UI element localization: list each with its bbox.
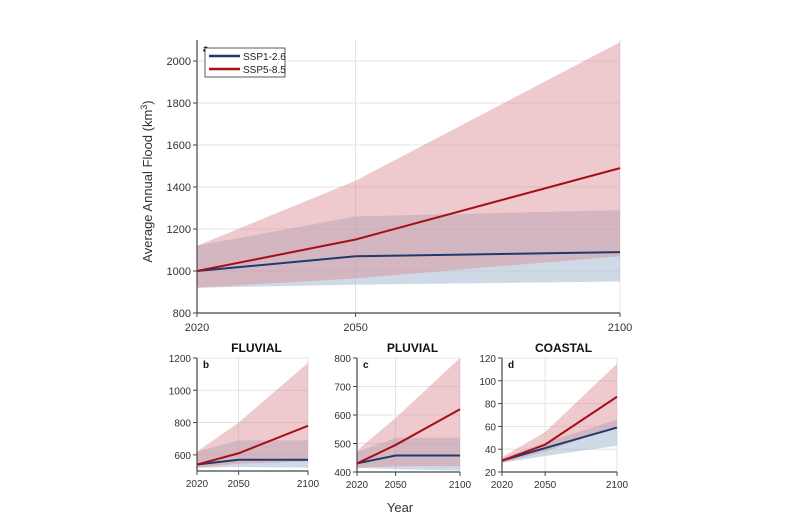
y-tick-label: 700 bbox=[334, 383, 351, 394]
y-tick-label: 60 bbox=[485, 422, 497, 433]
panel-letter: c bbox=[363, 360, 369, 371]
y-tick-label: 1600 bbox=[167, 140, 191, 152]
y-axis-label-superscript: 3 bbox=[139, 105, 149, 110]
legend-label: SSP1-2.6 bbox=[243, 52, 286, 63]
legend-box bbox=[204, 47, 286, 78]
band-ssp5-8-5 bbox=[197, 362, 308, 468]
x-tick-label: 2020 bbox=[185, 322, 209, 334]
y-tick-label: 120 bbox=[479, 354, 496, 365]
legend: SSP1-2.6 SSP5-8.5 bbox=[204, 47, 286, 78]
y-tick-label: 1000 bbox=[167, 266, 191, 278]
band-ssp5-8-5 bbox=[197, 42, 620, 288]
x-tick-label: 2050 bbox=[534, 480, 557, 491]
y-tick-label: 20 bbox=[485, 468, 497, 479]
y-tick-label: 500 bbox=[334, 440, 351, 451]
x-tick-label: 2100 bbox=[606, 480, 629, 491]
y-tick-label: 80 bbox=[485, 400, 497, 411]
panel-title: COASTAL bbox=[535, 341, 592, 355]
band-ssp5-8-5 bbox=[357, 358, 460, 468]
y-tick-label: 600 bbox=[174, 451, 191, 462]
y-tick-label: 40 bbox=[485, 445, 497, 456]
band-ssp1-2-6 bbox=[197, 210, 620, 288]
y-tick-label: 800 bbox=[174, 419, 191, 430]
panel-letter: b bbox=[203, 360, 209, 371]
y-tick-label: 1800 bbox=[167, 98, 191, 110]
panel-title: PLUVIAL bbox=[387, 341, 438, 355]
x-tick-label: 2100 bbox=[449, 480, 472, 491]
band-ssp1-2-6 bbox=[357, 437, 460, 471]
x-tick-label: 2100 bbox=[297, 479, 320, 490]
x-tick-label: 2020 bbox=[186, 479, 209, 490]
y-tick-label: 100 bbox=[479, 377, 496, 388]
panel-title: FLUVIAL bbox=[231, 341, 282, 355]
y-tick-label: 1000 bbox=[169, 386, 192, 397]
y-axis-label-text: Average Annual Flood (km bbox=[140, 110, 155, 263]
y-tick-label: 800 bbox=[334, 354, 351, 365]
x-tick-label: 2100 bbox=[608, 322, 632, 334]
shared-x-axis-label: Year bbox=[387, 500, 414, 515]
x-tick-label: 2020 bbox=[491, 480, 514, 491]
legend-label: SSP5-8.5 bbox=[243, 65, 286, 76]
x-tick-label: 2050 bbox=[228, 479, 251, 490]
panel-b: 600 800 1000 1200 2020 2050 2100 b FLUVIAL bbox=[169, 341, 320, 490]
x-tick-label: 2050 bbox=[343, 322, 367, 334]
y-tick-label: 600 bbox=[334, 411, 351, 422]
panel-d: 20 40 60 80 100 120 2020 2050 2100 d COASTAL bbox=[479, 341, 628, 491]
x-tick-label: 2020 bbox=[346, 480, 369, 491]
y-tick-label: 400 bbox=[334, 468, 351, 479]
y-tick-label: 2000 bbox=[167, 56, 191, 68]
panel-c: 400 500 600 700 800 2020 2050 2100 c PLUVIAL bbox=[334, 341, 471, 491]
panel-letter: d bbox=[508, 360, 514, 371]
x-tick-label: 2050 bbox=[385, 480, 408, 491]
y-axis-label-close: ) bbox=[140, 100, 155, 104]
y-tick-label: 1200 bbox=[169, 354, 192, 365]
y-tick-label: 800 bbox=[173, 308, 191, 320]
y-tick-label: 1400 bbox=[167, 182, 191, 194]
y-tick-label: 1200 bbox=[167, 224, 191, 236]
y-axis-label: Average Annual Flood (km3) bbox=[139, 100, 155, 262]
